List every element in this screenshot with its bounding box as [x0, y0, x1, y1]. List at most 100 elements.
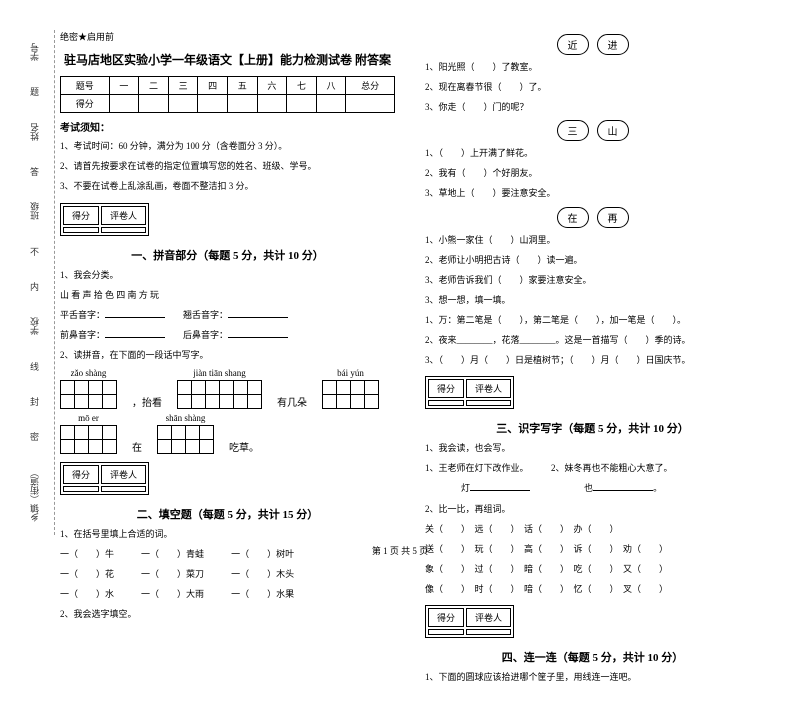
- td[interactable]: [227, 95, 257, 113]
- cg: jiàn tiān shang: [177, 368, 262, 409]
- cp: 再: [597, 207, 629, 228]
- q: 关（ ） 远（ ） 话（ ） 办（ ）: [425, 521, 760, 538]
- q: 平舌音字： 翘舌音字：: [60, 307, 395, 324]
- blank[interactable]: [466, 629, 511, 635]
- blank[interactable]: [593, 481, 653, 491]
- sm: 评卷人: [101, 465, 146, 484]
- lbl: 翘舌音字：: [183, 310, 228, 320]
- secret-label: 绝密★启用前: [60, 30, 395, 43]
- sc: 得分: [63, 206, 99, 225]
- q: 一（ ）水 一（ ）大雨 一（ ）水果: [60, 586, 395, 603]
- q: 灯 也。: [425, 480, 760, 497]
- q: 2、现在离春节很（ ）了。: [425, 79, 760, 96]
- cp: 近: [557, 34, 589, 55]
- th: 六: [257, 77, 287, 95]
- char-grid[interactable]: [157, 425, 214, 454]
- th: 一: [109, 77, 139, 95]
- bind-label: 学号: [28, 43, 41, 61]
- binding-margin: 学号 题 姓名 答 班级 不 内 学校 线 封 密 乡镇（街道）: [15, 30, 55, 535]
- blank[interactable]: [428, 400, 464, 406]
- section-3-title: 三、识字写字（每题 5 分，共计 10 分）: [425, 420, 760, 436]
- blank[interactable]: [105, 308, 165, 318]
- q: 3、（ ）月（ ）日是植树节；（ ）月（ ）日国庆节。: [425, 352, 760, 369]
- left-column: 绝密★启用前 驻马店地区实验小学一年级语文【上册】能力检测试卷 附答案 题号 一…: [60, 30, 395, 689]
- bind-dash: 不: [28, 247, 41, 256]
- t: 一（ ）花: [60, 569, 114, 579]
- th: 四: [198, 77, 228, 95]
- bind-dash: 线: [28, 362, 41, 371]
- q: 3、想一想，填一填。: [425, 292, 760, 309]
- sc: 得分: [428, 608, 464, 627]
- cp: 在: [557, 207, 589, 228]
- td[interactable]: [287, 95, 317, 113]
- t: 一（ ）木头: [231, 569, 294, 579]
- lbl: 后鼻音字：: [183, 330, 228, 340]
- cp: 进: [597, 34, 629, 55]
- pinyin-row: mō er 在 shān shàng 吃草。: [60, 413, 395, 454]
- td[interactable]: [139, 95, 169, 113]
- th: 三: [168, 77, 198, 95]
- char-grid[interactable]: [60, 425, 117, 454]
- td[interactable]: [109, 95, 139, 113]
- page-footer: 第 1 页 共 5 页: [0, 544, 800, 557]
- th: 八: [316, 77, 346, 95]
- bind-label: 班级: [28, 202, 41, 220]
- exam-title: 驻马店地区实验小学一年级语文【上册】能力检测试卷 附答案: [60, 51, 395, 68]
- q: 1、我会分类。: [60, 267, 395, 284]
- section-score-box: 得分评卷人: [425, 605, 514, 638]
- q: 2、我有（ ）个好朋友。: [425, 165, 760, 182]
- blank[interactable]: [63, 486, 99, 492]
- cg: mō er: [60, 413, 117, 454]
- q: 2、我会选字填空。: [60, 606, 395, 623]
- score-table: 题号 一 二 三 四 五 六 七 八 总分 得分: [60, 76, 395, 113]
- td[interactable]: [316, 95, 346, 113]
- blank[interactable]: [428, 629, 464, 635]
- py: zǎo shàng: [71, 368, 107, 378]
- blank[interactable]: [228, 328, 288, 338]
- td[interactable]: [168, 95, 198, 113]
- blank[interactable]: [228, 308, 288, 318]
- q: 1、下面的圆球应该拾进哪个筐子里，用线连一连吧。: [425, 669, 760, 686]
- sm: 评卷人: [101, 206, 146, 225]
- py: jiàn tiān shang: [193, 368, 246, 378]
- section-score-box: 得分评卷人: [425, 376, 514, 409]
- bind-label: 学校: [28, 317, 41, 335]
- th: 五: [227, 77, 257, 95]
- char-grid[interactable]: [177, 380, 262, 409]
- td[interactable]: [346, 95, 395, 113]
- page-content: 绝密★启用前 驻马店地区实验小学一年级语文【上册】能力检测试卷 附答案 题号 一…: [0, 0, 800, 709]
- q: 前鼻音字： 后鼻音字：: [60, 327, 395, 344]
- blank[interactable]: [101, 486, 146, 492]
- py: bái yún: [337, 368, 364, 378]
- blank[interactable]: [63, 227, 99, 233]
- pinyin-row: zǎo shàng ，抬看 jiàn tiān shang 有几朵 bái yú…: [60, 368, 395, 409]
- td[interactable]: [257, 95, 287, 113]
- char-grid[interactable]: [60, 380, 117, 409]
- notice: 2、请首先按要求在试卷的指定位置填写您的姓名、班级、学号。: [60, 158, 395, 174]
- bind-dash: 密: [28, 432, 41, 441]
- lbl: 前鼻音字：: [60, 330, 105, 340]
- t: 灯: [461, 483, 470, 493]
- section-2-title: 二、填空题（每题 5 分，共计 15 分）: [60, 506, 395, 522]
- t: 一（ ）水果: [231, 589, 294, 599]
- cg: bái yún: [322, 368, 379, 409]
- bind-dash: 内: [28, 282, 41, 291]
- th: 二: [139, 77, 169, 95]
- blank[interactable]: [101, 227, 146, 233]
- py: shān shàng: [166, 413, 206, 423]
- sc: 得分: [428, 379, 464, 398]
- t: 也: [584, 483, 593, 493]
- t: 2、妹冬再也不能粗心大意了。: [551, 463, 673, 473]
- blank[interactable]: [470, 481, 530, 491]
- q: 1、（ ）上开满了鲜花。: [425, 145, 760, 162]
- td[interactable]: [198, 95, 228, 113]
- section-1-title: 一、拼音部分（每题 5 分，共计 10 分）: [60, 247, 395, 263]
- th: 总分: [346, 77, 395, 95]
- blank[interactable]: [105, 328, 165, 338]
- char-grid[interactable]: [322, 380, 379, 409]
- q: 2、比一比，再组词。: [425, 501, 760, 518]
- t: 一（ ）水: [60, 589, 114, 599]
- blank[interactable]: [466, 400, 511, 406]
- q: 1、万：第二笔是（ ），第二笔是（ ），加一笔是（ ）。: [425, 312, 760, 329]
- section-score-box: 得分评卷人: [60, 462, 149, 495]
